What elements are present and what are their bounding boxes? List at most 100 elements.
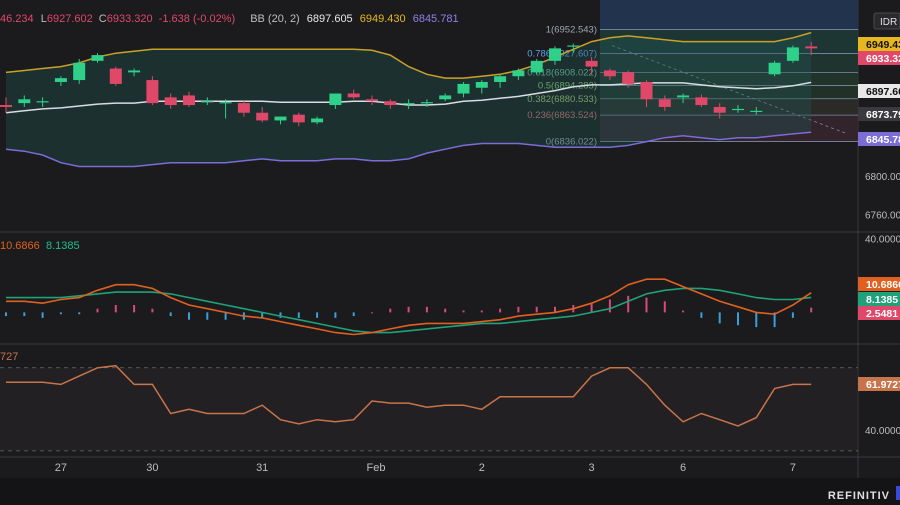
- macd-histogram-bar: [389, 308, 392, 313]
- price-tag-bg: [858, 37, 900, 51]
- macd-histogram-bar: [224, 312, 227, 320]
- candle-body: [677, 95, 690, 98]
- candle-body: [457, 83, 470, 94]
- time-tick-label: 2: [479, 462, 485, 474]
- candle-body: [256, 112, 269, 121]
- candle-body: [494, 76, 507, 82]
- candle-body: [18, 99, 31, 104]
- candle-body: [0, 105, 12, 107]
- candle-body: [603, 70, 616, 77]
- brand-label: REFINITIV: [828, 490, 890, 502]
- macd-histogram-bar: [371, 312, 373, 314]
- price-tag: 6873.79: [866, 109, 900, 121]
- footer-bar: [0, 478, 900, 505]
- macd-histogram-bar: [425, 306, 428, 313]
- candle-body: [329, 93, 342, 106]
- macd-histogram-bar: [517, 306, 520, 313]
- macd-histogram-bar: [462, 310, 465, 313]
- macd-histogram-bar: [279, 312, 282, 318]
- rsi-pane: 727: [0, 351, 858, 452]
- candle-body: [237, 103, 250, 113]
- macd-histogram-bar: [59, 312, 62, 315]
- time-tick-label: 27: [55, 462, 67, 474]
- macd-tag-bg: [858, 277, 900, 291]
- macd-histogram-bar: [334, 312, 337, 318]
- macd-histogram-bar: [444, 308, 447, 313]
- time-tick-label: 3: [589, 462, 595, 474]
- fib-extension-zone: [600, 0, 858, 30]
- candle-body: [109, 68, 122, 84]
- candle-body: [384, 101, 397, 106]
- macd-histogram-bar: [755, 312, 758, 328]
- macd-histogram-bar: [718, 312, 721, 324]
- candle-body: [439, 95, 452, 100]
- rsi-legend-value: 727: [0, 351, 18, 363]
- macd-tick-label: 40.0000: [865, 235, 900, 246]
- macd-histogram-bar: [5, 312, 7, 317]
- macd-histogram-bar: [554, 306, 556, 313]
- macd-histogram-bar: [682, 310, 685, 313]
- macd-histogram-bar: [261, 312, 264, 318]
- ohlc-low-value: 6927.602: [46, 13, 93, 25]
- macd-histogram-bar: [297, 312, 300, 318]
- candle-body: [640, 81, 653, 100]
- time-tick-label: 6: [680, 462, 686, 474]
- ohlc-low-label: L: [40, 13, 47, 25]
- candlestick-series: [0, 41, 818, 127]
- candle-body: [786, 47, 799, 61]
- fib-level-label: 0.618(6908.022): [527, 67, 597, 78]
- macd-histogram-bar: [773, 312, 776, 328]
- price-tag: 6897.60: [866, 86, 900, 98]
- macd-histogram-bar: [316, 312, 319, 318]
- price-tag: 6845.78: [866, 134, 900, 146]
- signal-legend-value: 8.1385: [46, 240, 80, 252]
- candle-body: [622, 72, 635, 84]
- macd-tag: 2.5481: [866, 308, 898, 320]
- time-tick-label: 30: [146, 462, 158, 474]
- currency-label: IDR: [880, 17, 897, 28]
- candle-body: [128, 70, 141, 73]
- macd-histogram-bar: [535, 306, 538, 313]
- macd-histogram-bar: [41, 312, 44, 318]
- candle-body: [73, 62, 86, 81]
- price-tag-bg: [858, 51, 900, 65]
- macd-tag: 8.1385: [866, 294, 898, 306]
- candle-body: [183, 95, 195, 106]
- candle-body: [713, 106, 726, 113]
- time-tick-label: 7: [790, 462, 796, 474]
- time-tick-label: 31: [256, 462, 268, 474]
- bb-lower-line: [5, 131, 812, 168]
- macd-histogram-bar: [663, 301, 666, 313]
- price-tag-bg: [858, 84, 900, 98]
- macd-pane: 10.6866 8.1385: [0, 240, 813, 336]
- price-tag: 6933.32: [866, 53, 900, 65]
- fibonacci-retracement: 1(6952.543)0.786(6927.607)0.618(6908.022…: [527, 0, 858, 148]
- currency-badge: [873, 12, 900, 30]
- macd-histogram-bar: [114, 305, 117, 313]
- macd-histogram-bar: [627, 295, 630, 313]
- macd-histogram-bar: [590, 303, 593, 313]
- candle-body: [146, 80, 159, 104]
- macd-tag: 10.6866: [866, 279, 900, 291]
- macd-tag-bg: [858, 292, 900, 306]
- price-tag-bg: [858, 132, 900, 146]
- macd-histogram-bar: [96, 308, 99, 313]
- bb-label: BB (20, 2): [250, 13, 300, 25]
- brand-mark: [896, 486, 900, 500]
- macd-signal-line: [6, 287, 812, 334]
- time-tick-label: Feb: [367, 462, 386, 474]
- candle-body: [292, 114, 305, 123]
- macd-histogram-bar: [737, 312, 739, 326]
- candle-body: [366, 99, 378, 102]
- candle-body: [549, 48, 561, 61]
- macd-histogram-bar: [645, 297, 648, 313]
- macd-histogram-bar: [608, 299, 611, 313]
- candle-body: [768, 62, 781, 75]
- candle-body: [274, 116, 287, 121]
- time-axis: 27 30 31 Feb 2 3 6 7 REFINITIV: [55, 462, 900, 502]
- fib-level-label: 0.5(6894.283): [538, 81, 597, 92]
- candle-body: [567, 45, 580, 47]
- macd-histogram-bar: [407, 306, 410, 313]
- macd-histogram-bar: [23, 312, 26, 317]
